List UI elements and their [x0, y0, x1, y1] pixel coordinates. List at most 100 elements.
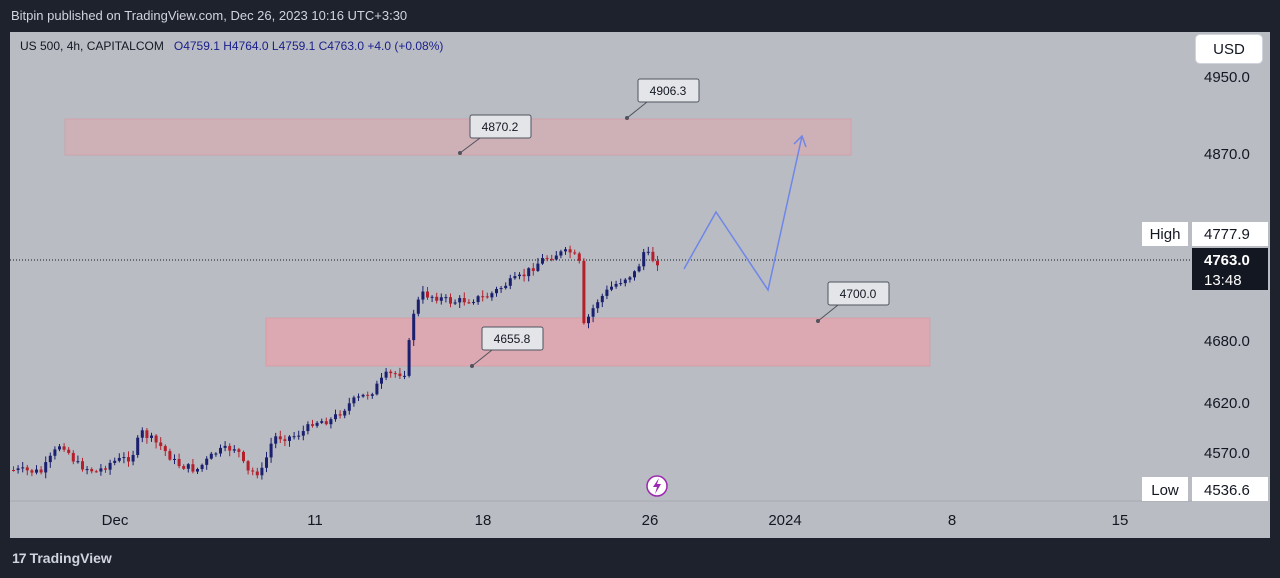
candle-body[interactable]: [136, 437, 140, 455]
candle-body[interactable]: [306, 424, 310, 432]
candle-body[interactable]: [633, 271, 636, 278]
callout-4870[interactable]: 4870.2: [458, 114, 532, 155]
candle-body[interactable]: [545, 258, 549, 260]
candle-body[interactable]: [508, 278, 512, 286]
candle-body[interactable]: [596, 302, 600, 309]
candle-body[interactable]: [504, 285, 508, 289]
candle-body[interactable]: [182, 466, 186, 469]
candle-body[interactable]: [407, 340, 411, 376]
candle-body[interactable]: [642, 252, 646, 267]
candle-body[interactable]: [223, 445, 227, 448]
candle-body[interactable]: [352, 397, 356, 404]
candle-body[interactable]: [646, 251, 650, 253]
candle-body[interactable]: [380, 377, 383, 384]
candle-body[interactable]: [140, 430, 144, 438]
candle-body[interactable]: [412, 313, 416, 341]
candle-body[interactable]: [219, 447, 222, 454]
candle-body[interactable]: [605, 289, 609, 296]
candle-body[interactable]: [458, 298, 462, 303]
candle-body[interactable]: [430, 296, 434, 298]
candle-body[interactable]: [117, 457, 121, 461]
candle-body[interactable]: [127, 457, 130, 462]
candle-body[interactable]: [104, 468, 107, 470]
candle-body[interactable]: [159, 442, 163, 447]
candle-body[interactable]: [628, 277, 632, 280]
candle-body[interactable]: [453, 302, 457, 304]
candle-body[interactable]: [568, 249, 572, 253]
candle-body[interactable]: [476, 296, 480, 303]
candle-body[interactable]: [435, 296, 439, 301]
candle-body[interactable]: [375, 383, 379, 395]
candle-body[interactable]: [338, 414, 342, 416]
candle-body[interactable]: [311, 424, 314, 426]
candle-body[interactable]: [145, 430, 149, 438]
candle-body[interactable]: [444, 297, 448, 299]
candle-body[interactable]: [48, 455, 52, 463]
candle-body[interactable]: [357, 396, 360, 398]
chart-canvas[interactable]: 4870.2 4906.3 4655.8 4700.0 4950.0 4870.: [10, 32, 1270, 538]
candle-body[interactable]: [591, 308, 595, 317]
candle-body[interactable]: [393, 373, 397, 375]
candle-body[interactable]: [564, 249, 567, 252]
candle-body[interactable]: [324, 421, 328, 425]
candle-body[interactable]: [495, 288, 498, 294]
candle-body[interactable]: [403, 375, 406, 377]
candle-body[interactable]: [297, 435, 301, 437]
candle-body[interactable]: [315, 422, 319, 426]
candle-body[interactable]: [550, 258, 554, 260]
candle-body[interactable]: [154, 435, 158, 443]
candle-body[interactable]: [16, 468, 20, 471]
candle-body[interactable]: [288, 436, 291, 441]
candle-body[interactable]: [481, 296, 485, 298]
callout-4655[interactable]: 4655.8: [470, 326, 544, 368]
candle-body[interactable]: [527, 268, 531, 277]
candle-body[interactable]: [518, 274, 521, 277]
candle-body[interactable]: [163, 446, 167, 452]
candle-body[interactable]: [237, 449, 241, 452]
candle-body[interactable]: [186, 464, 190, 469]
candle-body[interactable]: [343, 410, 347, 416]
candle-body[interactable]: [81, 461, 84, 470]
candle-body[interactable]: [600, 295, 604, 303]
candle-body[interactable]: [131, 454, 135, 462]
candle-body[interactable]: [490, 293, 494, 298]
candle-body[interactable]: [513, 276, 517, 279]
candle-body[interactable]: [228, 445, 232, 451]
candle-body[interactable]: [44, 462, 48, 473]
candle-body[interactable]: [301, 431, 305, 436]
candle-body[interactable]: [610, 286, 613, 290]
candle-body[interactable]: [25, 467, 29, 471]
candle-body[interactable]: [232, 449, 236, 451]
tradingview-logo[interactable]: 17 TradingView: [12, 550, 112, 566]
candle-body[interactable]: [499, 288, 503, 290]
candle-body[interactable]: [255, 471, 259, 476]
candle-body[interactable]: [90, 469, 94, 472]
candle-body[interactable]: [637, 266, 641, 272]
candle-body[interactable]: [462, 298, 466, 303]
candle-body[interactable]: [366, 394, 370, 396]
candle-body[interactable]: [67, 449, 71, 453]
candle-body[interactable]: [30, 470, 34, 473]
callout-4700[interactable]: 4700.0: [816, 281, 890, 323]
candle-body[interactable]: [522, 274, 526, 277]
candle-body[interactable]: [370, 394, 374, 396]
candle-body[interactable]: [449, 297, 452, 304]
candle-body[interactable]: [99, 468, 103, 472]
candle-body[interactable]: [269, 443, 273, 458]
candle-body[interactable]: [334, 414, 337, 420]
candle-body[interactable]: [53, 449, 57, 456]
candle-body[interactable]: [122, 457, 126, 459]
candle-body[interactable]: [421, 291, 425, 300]
candle-body[interactable]: [361, 394, 365, 397]
supply-zone[interactable]: [64, 118, 852, 156]
candle-body[interactable]: [582, 260, 586, 324]
candle-body[interactable]: [173, 458, 176, 460]
candle-body[interactable]: [472, 302, 475, 304]
candle-body[interactable]: [274, 436, 278, 444]
candle-body[interactable]: [416, 299, 420, 314]
candle-body[interactable]: [278, 436, 282, 440]
candle-body[interactable]: [573, 252, 577, 254]
candle-body[interactable]: [656, 260, 659, 266]
candle-body[interactable]: [554, 255, 558, 260]
candle-body[interactable]: [577, 253, 581, 261]
